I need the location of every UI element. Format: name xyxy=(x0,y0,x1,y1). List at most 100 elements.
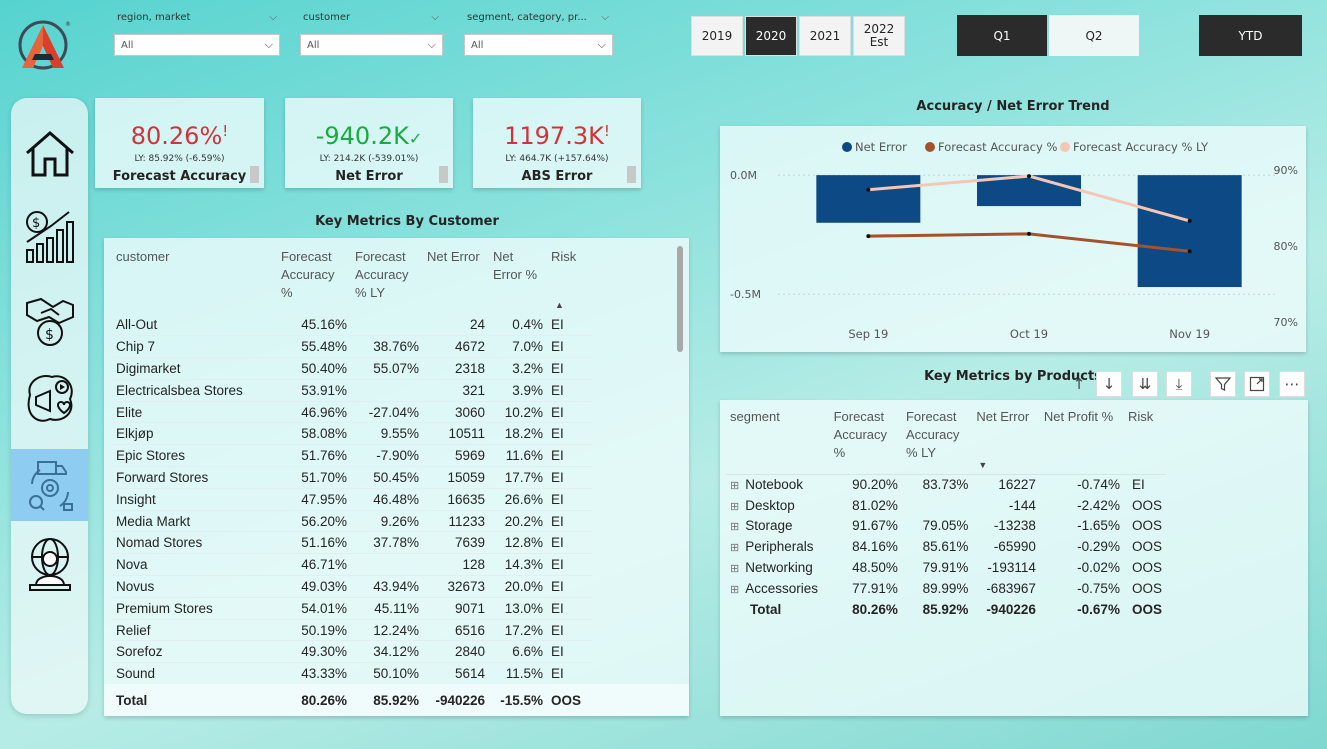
expand-icon[interactable]: ⊞ xyxy=(730,542,740,555)
value-cell: -0.29% xyxy=(1077,539,1120,555)
value-cell: EI xyxy=(547,640,592,664)
kpi-number: 80.26% xyxy=(130,122,223,150)
year-button-2019[interactable]: 2019 xyxy=(691,16,743,56)
expand-icon[interactable]: ⊞ xyxy=(730,563,740,576)
drill-down-icon[interactable]: ↓ xyxy=(1096,371,1122,397)
table-row[interactable]: Sorefoz 49.30% 34.12% 2840 6.6% EI xyxy=(112,640,592,664)
total-value: 85.92% xyxy=(373,693,419,709)
table-total-row[interactable]: Total 80.26% 85.92% -940226 -0.67% OOS xyxy=(726,599,1166,620)
table-row[interactable]: Novus 49.03% 43.94% 32673 20.0% EI xyxy=(112,575,592,598)
customer-cell: Media Markt xyxy=(112,510,277,533)
expand-hierarchy-icon[interactable]: ⤓ xyxy=(1166,371,1192,397)
table-row[interactable]: Chip 7 55.48% 38.76% 4672 7.0% EI xyxy=(112,335,592,359)
nav-finance[interactable]: $ xyxy=(11,200,88,272)
value-cell: 55.07% xyxy=(351,357,423,380)
series-point xyxy=(1187,218,1192,223)
segment-label: Desktop xyxy=(745,497,795,513)
column-header-forecast-accuracy[interactable]: Forecast Accuracy % xyxy=(833,409,888,460)
table-row[interactable]: ⊞ Desktop 81.02% -144 -2.42% OOS xyxy=(726,495,1166,516)
expand-icon[interactable]: ⊞ xyxy=(730,521,740,534)
value-cell: 2840 xyxy=(423,640,489,664)
series-point xyxy=(866,234,871,239)
table-row[interactable]: Elkjøp 58.08% 9.55% 10511 18.2% EI xyxy=(112,422,592,446)
quarter-button-q2[interactable]: Q2 xyxy=(1049,15,1139,56)
expand-icon[interactable]: ⊞ xyxy=(730,500,740,513)
table-row[interactable]: Sound 43.33% 50.10% 5614 11.5% EI xyxy=(112,662,592,686)
table-row[interactable]: Elite 46.96% -27.04% 3060 10.2% EI xyxy=(112,401,592,424)
column-header-risk[interactable]: Risk xyxy=(1127,409,1154,424)
table-row[interactable]: ⊞ Networking 48.50% 79.91% -193114 -0.02% OOS xyxy=(726,557,1166,578)
table-row[interactable]: All-Out 45.16% 24 0.4% EI xyxy=(112,314,592,337)
region-market-slicer[interactable]: region, market ⌵ xyxy=(117,12,279,23)
column-header-forecast-accuracy-ly[interactable]: Forecast Accuracy % LY xyxy=(905,409,960,460)
column-header-forecast-accuracy[interactable]: Forecast Accuracy % xyxy=(281,249,335,300)
table-row[interactable]: ⊞ Peripherals 84.16% 85.61% -65990 -0.29% OOS xyxy=(726,536,1166,557)
segment-dropdown[interactable]: All ⌵ xyxy=(464,34,613,56)
table-row[interactable]: ⊞ Storage 91.67% 79.05% -13238 -1.65% OOS xyxy=(726,516,1166,537)
net-error-bar xyxy=(1137,175,1242,288)
drill-up-icon[interactable]: ↑ xyxy=(1072,375,1086,393)
kpi-last-year: LY: 85.92% (-6.59%) xyxy=(134,154,225,164)
value-cell: 55.48% xyxy=(277,335,351,359)
column-header-risk[interactable]: Risk ▲ xyxy=(547,248,592,314)
chevron-down-icon[interactable]: ⌵ xyxy=(601,12,609,23)
chart-title: Accuracy / Net Error Trend xyxy=(916,99,1110,114)
table-row[interactable]: Media Markt 56.20% 9.26% 11233 20.2% EI xyxy=(112,510,592,533)
column-header-net-error-pct[interactable]: Net Error % xyxy=(493,249,538,282)
ytd-button[interactable]: YTD xyxy=(1199,15,1302,56)
customer-slicer[interactable]: customer ⌵ xyxy=(303,12,441,23)
table-row[interactable]: Premium Stores 54.01% 45.11% 9071 13.0% EI xyxy=(112,597,592,620)
year-button-2022-est[interactable]: 2022 Est xyxy=(853,16,905,56)
column-header-segment[interactable]: segment xyxy=(730,409,780,424)
table-row[interactable]: ⊞ Accessories 77.91% 89.99% -683967 -0.75% OOS xyxy=(726,578,1166,599)
value-cell: 51.76% xyxy=(277,444,351,468)
value-cell: 26.6% xyxy=(489,488,547,511)
chevron-down-icon[interactable]: ⌵ xyxy=(431,12,439,23)
column-header-customer[interactable]: customer xyxy=(116,249,170,264)
nav-sales[interactable]: $ xyxy=(11,285,88,357)
kpi-label: ABS Error xyxy=(521,169,593,184)
value-cell: 17.2% xyxy=(489,619,547,642)
column-header-net-profit-pct[interactable]: Net Profit % xyxy=(1043,409,1114,424)
expand-icon[interactable]: ⊞ xyxy=(730,480,740,493)
customer-dropdown[interactable]: All ⌵ xyxy=(300,34,443,56)
filter-icon[interactable] xyxy=(1210,371,1236,397)
table-row[interactable]: Insight 47.95% 46.48% 16635 26.6% EI xyxy=(112,488,592,511)
table-row[interactable]: Digimarket 50.40% 55.07% 2318 3.2% EI xyxy=(112,357,592,380)
table-row[interactable]: Forward Stores 51.70% 50.45% 15059 17.7% EI xyxy=(112,466,592,489)
segment-label: Networking xyxy=(745,560,813,576)
segment-slicer[interactable]: segment, category, pr... ⌵ xyxy=(467,12,611,23)
chevron-down-icon[interactable]: ⌵ xyxy=(269,12,277,23)
column-header-forecast-accuracy-ly[interactable]: Forecast Accuracy % LY xyxy=(355,249,409,300)
table-row[interactable]: Nova 46.71% 128 14.3% EI xyxy=(112,553,592,577)
nav-supply-chain[interactable] xyxy=(11,449,88,521)
segment-cell: ⊞ Notebook xyxy=(726,474,830,495)
vertical-scrollbar-thumb[interactable] xyxy=(677,246,683,352)
value-cell: EI xyxy=(547,619,592,642)
focus-mode-icon[interactable] xyxy=(1244,371,1270,397)
more-options-icon[interactable]: ⋯ xyxy=(1279,371,1305,397)
table-row[interactable]: ⊞ Notebook 90.20% 83.73% 16227 -0.74% EI xyxy=(726,474,1166,495)
series-point xyxy=(1027,231,1031,236)
value-cell: 11.6% xyxy=(489,444,547,468)
y-left-tick-label: -0.5M xyxy=(730,288,761,301)
nav-executive[interactable] xyxy=(11,528,88,600)
expand-icon[interactable]: ⊞ xyxy=(730,583,740,596)
customer-table-grid: customer Forecast Accuracy % Forecast Ac… xyxy=(112,248,592,686)
table-row[interactable]: Nomad Stores 51.16% 37.78% 7639 12.8% EI xyxy=(112,531,592,555)
nav-home[interactable] xyxy=(11,118,88,190)
table-row[interactable]: Epic Stores 51.76% -7.90% 5969 11.6% EI xyxy=(112,444,592,468)
year-button-2021[interactable]: 2021 xyxy=(799,16,851,56)
value-cell: 89.99% xyxy=(922,580,969,596)
table-row[interactable]: Electricalsbea Stores 53.91% 321 3.9% EI xyxy=(112,379,592,402)
value-cell: OOS xyxy=(1131,518,1162,534)
expand-all-down-icon[interactable]: ⇊ xyxy=(1132,371,1158,397)
column-header-net-error[interactable]: Net Error xyxy=(427,249,480,264)
table-row[interactable]: Relief 50.19% 12.24% 6516 17.2% EI xyxy=(112,619,592,642)
year-button-2020[interactable]: 2020 xyxy=(745,16,797,56)
region-market-dropdown[interactable]: All ⌵ xyxy=(114,34,280,56)
quarter-button-q1[interactable]: Q1 xyxy=(957,15,1047,56)
kpi-label: Forecast Accuracy xyxy=(112,169,247,184)
column-header-net-error[interactable]: Net Error ▼ xyxy=(972,408,1039,474)
nav-marketing[interactable] xyxy=(11,364,88,436)
